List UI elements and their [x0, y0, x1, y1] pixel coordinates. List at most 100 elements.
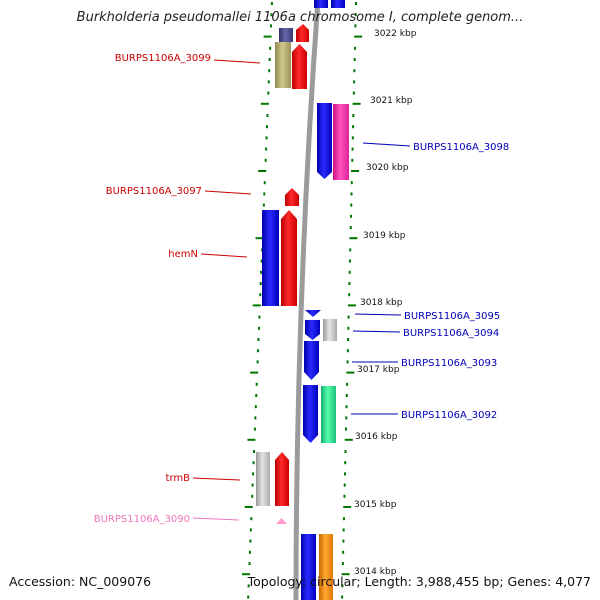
- gene-label-BURPS1106A_3092: BURPS1106A_3092: [401, 410, 497, 421]
- map-title: Burkholderia pseudomallei 1106a chromoso…: [76, 10, 524, 25]
- minor-tick: [259, 282, 262, 285]
- minor-tick: [270, 24, 273, 28]
- minor-tick: [353, 46, 356, 50]
- scale-label: 3022 kbp: [374, 29, 417, 39]
- minor-tick: [351, 136, 354, 140]
- minor-tick: [265, 147, 268, 151]
- accession-text: Accession: NC_009076: [9, 574, 152, 589]
- gene-label-trmB: trmB: [166, 473, 191, 484]
- gene-bar: [275, 452, 289, 506]
- minor-tick: [342, 528, 345, 532]
- minor-tick: [350, 192, 353, 196]
- minor-tick: [264, 158, 267, 162]
- scale-label: 3017 kbp: [357, 365, 400, 375]
- scale-label: 3014 kbp: [354, 567, 397, 577]
- scale-label: 3020 kbp: [366, 163, 409, 173]
- scale-label: 3016 kbp: [355, 432, 398, 442]
- minor-tick: [347, 326, 350, 330]
- gene-label-BURPS1106A_3093: BURPS1106A_3093: [401, 358, 497, 369]
- minor-tick: [265, 125, 268, 129]
- minor-tick: [349, 226, 352, 229]
- minor-tick: [252, 461, 255, 465]
- minor-tick: [347, 315, 350, 319]
- scale-label: 3015 kbp: [354, 500, 397, 510]
- minor-tick: [346, 360, 349, 364]
- major-tick: [349, 237, 358, 240]
- gene-bar: [305, 320, 320, 340]
- major-tick: [347, 304, 356, 307]
- genome-backbone: [293, 0, 321, 600]
- minor-tick: [342, 517, 345, 521]
- minor-tick: [351, 158, 354, 162]
- minor-tick: [268, 58, 271, 61]
- minor-tick: [249, 528, 252, 532]
- major-tick: [247, 438, 256, 441]
- major-tick: [352, 102, 361, 105]
- forward-strand-genes: [256, 24, 309, 524]
- minor-tick: [263, 181, 266, 185]
- minor-tick: [342, 550, 345, 554]
- minor-tick: [344, 450, 347, 453]
- minor-tick: [249, 539, 252, 543]
- gene-bar: [296, 24, 309, 42]
- gene-bar: [323, 319, 337, 341]
- gene-bar: [301, 534, 316, 600]
- genome-summary: Topology: circular; Length: 3,988,455 bp…: [247, 574, 591, 589]
- minor-tick: [263, 192, 266, 196]
- minor-tick: [343, 483, 346, 487]
- gene-labels: BURPS1106A_3099 BURPS1106A_3097 hemN trm…: [94, 53, 510, 525]
- minor-tick: [349, 248, 352, 252]
- minor-tick: [248, 550, 251, 554]
- minor-tick: [353, 69, 356, 73]
- minor-tick: [247, 584, 250, 588]
- gene-bar: [304, 341, 319, 380]
- minor-tick: [248, 562, 251, 565]
- minor-tick: [348, 282, 351, 285]
- minor-tick: [352, 125, 355, 129]
- minor-tick: [247, 595, 250, 599]
- major-tick: [250, 371, 259, 374]
- major-tick: [263, 35, 272, 38]
- minor-tick: [267, 91, 270, 95]
- major-tick: [344, 438, 353, 441]
- gene-label-BURPS1106A_3094: BURPS1106A_3094: [403, 328, 499, 339]
- scale-labels: 3022 kbp 3021 kbp 3020 kbp 3019 kbp 3018…: [354, 29, 417, 577]
- minor-tick: [346, 349, 349, 353]
- gene-bar: [279, 28, 293, 42]
- minor-tick: [254, 405, 257, 409]
- minor-tick: [345, 427, 348, 431]
- minor-tick: [260, 270, 263, 274]
- minor-tick: [255, 382, 258, 386]
- scale-label: 3021 kbp: [370, 96, 413, 106]
- minor-tick: [257, 338, 260, 341]
- minor-tick: [256, 360, 259, 364]
- minor-tick: [269, 46, 272, 50]
- minor-tick: [257, 349, 260, 353]
- minor-tick: [354, 13, 357, 17]
- gene-bar: [281, 210, 297, 306]
- minor-tick: [342, 539, 345, 543]
- minor-tick: [354, 2, 357, 5]
- minor-tick: [354, 24, 357, 28]
- minor-tick: [349, 214, 352, 218]
- gene-label-BURPS1106A_3098: BURPS1106A_3098: [413, 142, 509, 153]
- minor-tick: [348, 259, 351, 263]
- minor-tick: [344, 461, 347, 465]
- minor-tick: [268, 69, 271, 73]
- gene-bar: [303, 385, 318, 443]
- gene-bar: [256, 452, 270, 506]
- gene-bar: [292, 44, 307, 89]
- scale-label: 3019 kbp: [363, 231, 406, 241]
- minor-tick: [351, 147, 354, 151]
- gene-bar: [319, 534, 333, 600]
- gene-bar: [333, 104, 349, 180]
- minor-tick: [262, 203, 265, 207]
- minor-tick: [350, 181, 353, 185]
- minor-tick: [341, 595, 344, 599]
- minor-tick: [353, 80, 356, 84]
- minor-tick: [255, 394, 258, 397]
- minor-tick: [353, 58, 356, 61]
- gene-bar: [305, 310, 321, 317]
- label-leaders: [192, 59, 411, 521]
